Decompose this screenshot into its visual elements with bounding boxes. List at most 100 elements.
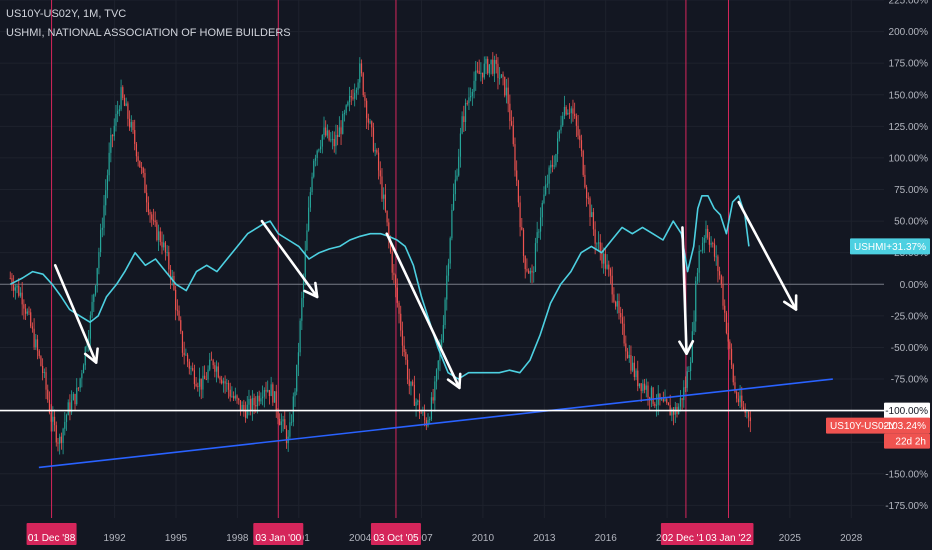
x-tick-label-7: 2013 [533, 533, 556, 544]
spread-candle-415 [717, 256, 719, 272]
spread-candle-411 [710, 243, 712, 245]
spread-candle-4 [16, 285, 18, 288]
y-tick-label-1: 200.00% [889, 27, 929, 38]
spread-candle-71 [130, 122, 132, 128]
support-trendline [38, 378, 833, 469]
spread-candle-34 [67, 402, 69, 416]
spread-candle-235 [410, 381, 412, 386]
spread-candle-216 [377, 152, 380, 171]
spread-candle-37 [72, 394, 74, 401]
spread-candle-190 [333, 138, 335, 147]
spread-candle-99 [178, 310, 180, 321]
event-date-label-0: 01 Dec '88 [28, 533, 76, 544]
spread-candle-114 [204, 375, 206, 380]
spread-candle-421 [727, 333, 729, 342]
spread-candle-180 [316, 150, 318, 158]
spread-candle-230 [401, 330, 404, 346]
spread-candle-356 [616, 300, 618, 307]
symbol-legend-comparison[interactable]: USHMI, NATIONAL ASSOCIATION OF HOME BUIL… [6, 27, 291, 39]
symbol-legend-main[interactable]: US10Y-US02Y, 1M, TVC [6, 8, 127, 20]
spread-candle-355 [614, 301, 617, 307]
spread-candle-268 [466, 102, 468, 104]
spread-candle-135 [239, 400, 242, 411]
spread-candle-280 [487, 58, 489, 74]
spread-candle-149 [263, 390, 265, 397]
spread-candle-366 [633, 362, 635, 377]
spread-candle-299 [519, 202, 521, 228]
spread-candle-24 [50, 412, 52, 422]
down-arrow-head-0 [83, 347, 99, 364]
spread-candle-29 [59, 436, 61, 444]
spread-candle-66 [122, 87, 124, 98]
spread-candle-381 [659, 393, 661, 401]
spread-candle-243 [424, 412, 426, 421]
down-arrow-0 [53, 264, 98, 364]
spread-candle-403 [696, 272, 699, 281]
spread-candle-58 [108, 152, 110, 176]
x-tick-label-4: 2004 [349, 533, 372, 544]
spread-candle-342 [592, 212, 595, 230]
spread-candle-195 [342, 113, 344, 134]
spread-candle-145 [256, 395, 259, 407]
spread-candle-326 [565, 106, 567, 115]
spread-candle-91 [164, 242, 167, 253]
spread-candle-150 [265, 390, 267, 392]
time-axis[interactable]: 1992199519982001200420072010201320162019… [26, 523, 863, 545]
spread-candle-362 [626, 351, 629, 359]
y-tick-label-11: -50.00% [891, 343, 928, 354]
spread-candle-211 [369, 121, 371, 123]
y-tick-label-3: 150.00% [889, 90, 929, 101]
spread-tag-name: US10Y-US02Y [830, 421, 896, 432]
spread-candle-339 [587, 198, 589, 199]
value-tags-layer: USHMI +31.37% -100.00% US10Y-US02Y-103.24% 2… [826, 238, 930, 449]
spread-candle-187 [328, 130, 330, 141]
spread-candle-416 [719, 271, 721, 276]
spread-candle-15 [35, 339, 37, 348]
x-tick-label-2: 1998 [226, 533, 249, 544]
spread-candle-239 [417, 400, 419, 402]
spread-candle-124 [221, 379, 223, 384]
spread-candle-247 [430, 397, 433, 419]
spread-candle-295 [512, 125, 514, 145]
spread-candle-312 [541, 203, 543, 218]
spread-candle-233 [406, 359, 409, 380]
spread-candle-158 [279, 418, 281, 426]
spread-candle-116 [207, 369, 209, 380]
spread-candle-41 [79, 378, 81, 388]
spread-candle-100 [180, 320, 182, 332]
spread-candle-253 [441, 340, 443, 348]
x-tick-label-6: 2010 [472, 533, 495, 544]
spread-candle-51 [96, 268, 98, 286]
spread-candle-297 [516, 170, 518, 181]
spread-candle-53 [100, 229, 102, 253]
down-arrow-head-2 [446, 372, 462, 390]
spread-candle-398 [688, 371, 690, 372]
spread-candle-340 [589, 198, 591, 218]
spread-candle-80 [146, 192, 148, 203]
spread-candle-257 [447, 263, 450, 276]
spread-candle-0 [9, 277, 11, 279]
spread-candle-5 [18, 285, 20, 296]
spread-candle-298 [517, 180, 519, 203]
spread-candle-262 [456, 175, 458, 180]
spread-candle-101 [181, 331, 184, 353]
spread-candle-215 [376, 150, 378, 153]
spread-candle-301 [522, 229, 525, 256]
spread-candle-138 [244, 410, 247, 418]
spread-candle-369 [638, 383, 641, 387]
spread-candle-98 [176, 309, 178, 311]
spread-candle-197 [345, 105, 347, 113]
spread-candle-148 [262, 396, 264, 399]
spread-candle-397 [686, 371, 688, 388]
spread-candle-181 [318, 149, 320, 151]
spread-candle-296 [514, 144, 516, 171]
spread-candle-341 [591, 212, 593, 218]
spread-candle-258 [449, 238, 451, 264]
spread-candle-77 [140, 167, 143, 169]
event-date-tag-1 [253, 523, 304, 545]
spread-candle-117 [209, 359, 211, 370]
spread-candle-164 [289, 422, 291, 437]
spread-candle-204 [357, 82, 359, 90]
spread-candle-205 [359, 63, 361, 83]
